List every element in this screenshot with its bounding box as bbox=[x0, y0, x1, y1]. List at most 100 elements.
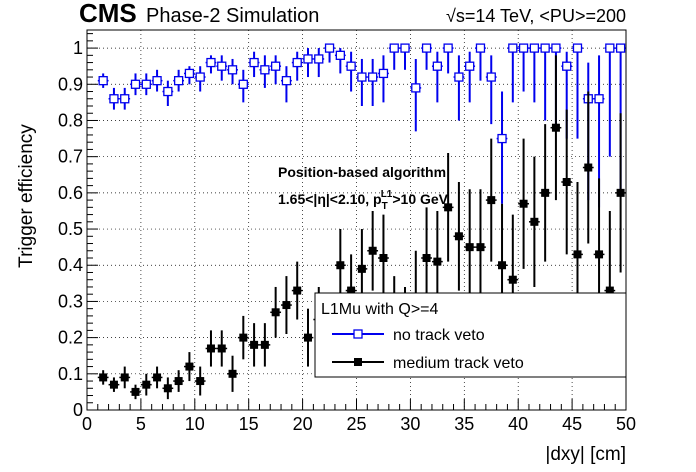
data-point bbox=[227, 65, 238, 75]
data-point bbox=[120, 373, 129, 382]
data-point bbox=[260, 340, 269, 349]
y-tick-label: 0.3 bbox=[58, 291, 83, 311]
data-point bbox=[551, 123, 560, 132]
x-tick-label: 35 bbox=[454, 414, 474, 434]
data-point bbox=[400, 43, 410, 53]
data-point bbox=[508, 275, 517, 284]
series-0 bbox=[97, 43, 626, 208]
data-point bbox=[357, 72, 367, 82]
y-tick-label: 0.7 bbox=[58, 147, 83, 167]
y-tick-label: 1 bbox=[73, 38, 83, 58]
x-tick-label: 10 bbox=[185, 414, 205, 434]
data-point bbox=[130, 79, 141, 89]
annotation-threshold: >10 GeV bbox=[392, 191, 448, 207]
data-point bbox=[163, 86, 173, 97]
data-point bbox=[228, 369, 237, 378]
data-point bbox=[379, 254, 388, 262]
data-point bbox=[368, 246, 377, 255]
legend-marker-medium-track-veto bbox=[354, 358, 362, 366]
data-point bbox=[142, 380, 151, 389]
data-point bbox=[98, 76, 108, 86]
x-tick-label: 25 bbox=[346, 414, 366, 434]
data-point bbox=[99, 373, 108, 382]
data-point bbox=[594, 94, 604, 104]
data-point bbox=[163, 384, 172, 393]
data-point bbox=[421, 43, 432, 53]
data-point bbox=[529, 43, 540, 53]
legend-title: L1Mu with Q>=4 bbox=[321, 301, 439, 318]
data-point bbox=[336, 261, 345, 270]
data-point bbox=[444, 203, 453, 212]
data-point bbox=[303, 54, 313, 64]
x-axis-title: |dxy| [cm] bbox=[545, 444, 626, 465]
y-tick-label: 0.1 bbox=[58, 364, 83, 384]
legend-marker-no-track-veto bbox=[353, 329, 363, 339]
data-point bbox=[389, 43, 399, 53]
y-tick-label: 0.2 bbox=[58, 328, 83, 348]
y-tick-label: 0.6 bbox=[58, 183, 83, 203]
data-point bbox=[487, 196, 496, 205]
data-point bbox=[324, 43, 335, 53]
data-point bbox=[411, 83, 421, 93]
data-point bbox=[465, 243, 474, 252]
data-point bbox=[433, 257, 442, 266]
data-point bbox=[378, 68, 389, 79]
legend-label-medium-track-veto: medium track veto bbox=[393, 355, 524, 372]
data-point bbox=[153, 373, 162, 382]
data-point bbox=[605, 286, 614, 295]
data-point bbox=[347, 286, 356, 295]
data-point bbox=[239, 333, 248, 342]
annotation-pt-sup: L1 bbox=[381, 189, 393, 200]
legend: L1Mu with Q>=4 no track veto medium trac… bbox=[314, 292, 627, 378]
data-point bbox=[562, 61, 572, 71]
data-point bbox=[486, 72, 496, 82]
data-point bbox=[238, 79, 248, 89]
data-point bbox=[454, 72, 464, 82]
cms-label: CMS bbox=[79, 0, 137, 28]
data-point bbox=[432, 61, 443, 71]
data-point bbox=[303, 333, 312, 342]
annotation-pt-sub: T bbox=[382, 201, 388, 212]
data-point bbox=[368, 72, 378, 82]
legend-label-no-track-veto: no track veto bbox=[393, 327, 485, 344]
y-tick-label: 0.9 bbox=[58, 74, 83, 94]
x-tick-label: 30 bbox=[400, 414, 420, 434]
data-point bbox=[518, 43, 529, 53]
data-point bbox=[422, 254, 431, 262]
data-point bbox=[120, 94, 130, 104]
data-point bbox=[196, 377, 205, 386]
x-tick-label: 5 bbox=[136, 414, 146, 434]
data-point bbox=[454, 232, 463, 241]
data-point bbox=[519, 199, 528, 208]
x-tick-label: 40 bbox=[508, 414, 528, 434]
data-point bbox=[206, 344, 215, 353]
x-tick-label: 20 bbox=[293, 414, 313, 434]
x-tick-label: 50 bbox=[616, 414, 636, 434]
data-point bbox=[184, 68, 195, 79]
data-point bbox=[335, 50, 345, 60]
x-tick-label: 45 bbox=[562, 414, 582, 434]
energy-label: √s=14 TeV, <PU>=200 bbox=[446, 6, 626, 26]
data-point bbox=[185, 362, 194, 371]
annotation-algorithm: Position-based algorithm bbox=[278, 164, 446, 180]
annotation-eta: 1.65<|η|<2.10, p bbox=[278, 191, 382, 207]
data-point bbox=[131, 387, 140, 396]
data-point bbox=[217, 344, 226, 353]
data-point bbox=[615, 43, 626, 53]
data-point bbox=[584, 163, 593, 172]
axis-ticks bbox=[86, 33, 627, 411]
y-axis-title: Trigger efficiency bbox=[16, 124, 37, 268]
data-point bbox=[109, 380, 118, 389]
data-point bbox=[217, 61, 227, 71]
y-tick-label: 0 bbox=[73, 400, 83, 420]
tick-labels: 0 5 10 15 20 25 30 35 40 45 50 0 0.1 0.2 0.3 0.4 0.5 0.6 0… bbox=[58, 38, 636, 434]
data-point bbox=[476, 243, 485, 252]
data-point bbox=[497, 133, 507, 144]
data-point bbox=[498, 261, 507, 270]
data-point bbox=[562, 178, 571, 186]
data-point bbox=[573, 250, 582, 259]
data-point bbox=[293, 286, 302, 295]
data-point bbox=[605, 43, 615, 53]
